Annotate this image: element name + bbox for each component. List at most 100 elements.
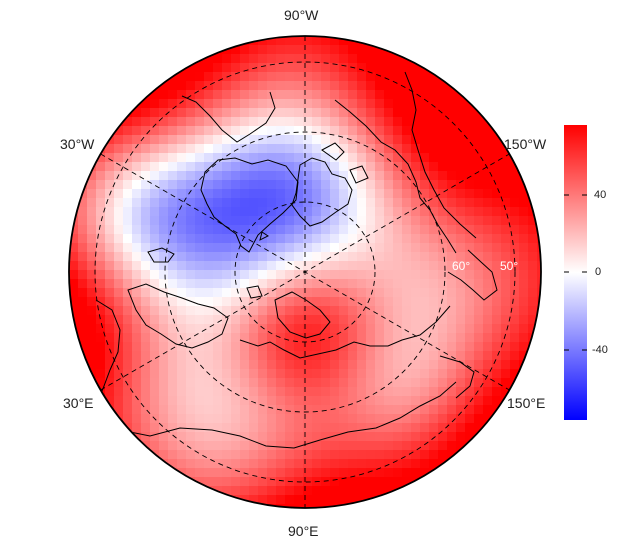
field-cell-1194 (96, 279, 106, 289)
field-cell-964 (411, 234, 421, 244)
field-cell-2122 (195, 450, 205, 460)
field-cell-2174 (348, 459, 358, 469)
field-cell-1481 (294, 324, 304, 334)
field-cell-1846 (384, 387, 394, 397)
field-cell-1078 (483, 252, 493, 262)
field-cell-1380 (339, 306, 349, 316)
field-cell-1780 (231, 378, 241, 388)
field-cell-1961 (186, 414, 196, 424)
field-cell-322 (447, 117, 457, 127)
field-cell-1661 (510, 351, 520, 361)
field-cell-74 (222, 63, 232, 73)
field-cell-1426 (276, 315, 286, 325)
field-cell-618 (132, 180, 142, 190)
field-cell-761 (483, 198, 493, 208)
field-cell-1133 (501, 261, 511, 271)
field-cell-1409 (123, 315, 133, 325)
field-cell-1234 (456, 279, 466, 289)
field-cell-177 (231, 90, 241, 100)
field-cell-1608 (492, 342, 502, 352)
field-cell-94 (402, 63, 412, 73)
field-cell-554 (456, 162, 466, 172)
field-cell-423 (141, 144, 151, 154)
field-cell-1856 (474, 387, 484, 397)
field-cell-900 (312, 225, 322, 235)
field-cell-1966 (231, 414, 241, 424)
field-cell-1696 (366, 360, 376, 370)
field-cell-1395 (474, 306, 484, 316)
field-cell-2090 (240, 441, 250, 451)
field-cell-53 (294, 54, 304, 64)
field-cell-410 (438, 135, 448, 145)
field-cell-1214 (276, 279, 286, 289)
field-cell-987 (141, 243, 151, 253)
field-cell-521 (159, 162, 169, 172)
field-cell-860 (429, 216, 439, 226)
field-cell-514 (96, 162, 106, 172)
field-cell-823 (96, 216, 106, 226)
field-cell-157 (384, 81, 394, 91)
field-cell-31 (321, 45, 331, 55)
field-cell-1563 (87, 342, 97, 352)
field-cell-1971 (276, 414, 286, 424)
field-cell-620 (150, 180, 160, 190)
field-cell-2236 (348, 477, 358, 487)
field-cell-1702 (420, 360, 430, 370)
field-cell-673 (159, 189, 169, 199)
field-cell-1321 (285, 297, 295, 307)
field-cell-944 (231, 234, 241, 244)
field-cell-1062 (339, 252, 349, 262)
field-cell-1474 (231, 324, 241, 334)
field-cell-428 (186, 144, 196, 154)
field-cell-1659 (492, 351, 502, 361)
field-cell-638 (312, 180, 322, 190)
field-cell-1060 (321, 252, 331, 262)
field-cell-712 (510, 189, 520, 199)
field-cell-2121 (186, 450, 196, 460)
field-cell-397 (321, 135, 331, 145)
field-cell-185 (303, 90, 313, 100)
field-cell-724 (150, 198, 160, 208)
field-cell-1827 (213, 387, 223, 397)
field-cell-630 (240, 180, 250, 190)
field-cell-1872 (195, 396, 205, 406)
field-cell-2198 (276, 468, 286, 478)
map-boundary (68, 35, 542, 509)
field-cell-1548 (420, 333, 430, 343)
field-cell-668 (114, 189, 124, 199)
field-cell-1162 (285, 270, 295, 280)
field-cell-278 (429, 108, 439, 118)
field-cell-408 (420, 135, 430, 145)
field-cell-388 (240, 135, 250, 145)
field-cell-1776 (195, 378, 205, 388)
field-cell-386 (222, 135, 232, 145)
field-cell-1423 (249, 315, 259, 325)
field-cell-814 (492, 207, 502, 217)
field-cell-1492 (393, 324, 403, 334)
field-cell-392 (276, 135, 286, 145)
field-cell-1013 (375, 243, 385, 253)
field-cell-1677 (195, 360, 205, 370)
field-cell-127 (420, 72, 430, 82)
field-cell-257 (240, 108, 250, 118)
field-cell-2073 (438, 432, 448, 442)
field-cell-319 (420, 117, 430, 127)
field-cell-364 (429, 126, 439, 136)
field-cell-318 (411, 117, 421, 127)
field-cell-1154 (213, 270, 223, 280)
field-cell-1291 (492, 288, 502, 298)
field-cell-546 (384, 162, 394, 172)
field-cell-1316 (240, 297, 250, 307)
field-cell-551 (429, 162, 439, 172)
field-cell-170 (168, 90, 178, 100)
field-cell-1286 (447, 288, 457, 298)
field-cell-1976 (321, 414, 331, 424)
field-cell-1546 (402, 333, 412, 343)
field-cell-1880 (267, 396, 277, 406)
field-cell-58 (339, 54, 349, 64)
field-cell-1147 (150, 270, 160, 280)
field-cell-1909 (123, 405, 133, 415)
field-cell-1165 (312, 270, 322, 280)
field-cell-2140 (357, 450, 367, 460)
field-cell-603 (447, 171, 457, 181)
